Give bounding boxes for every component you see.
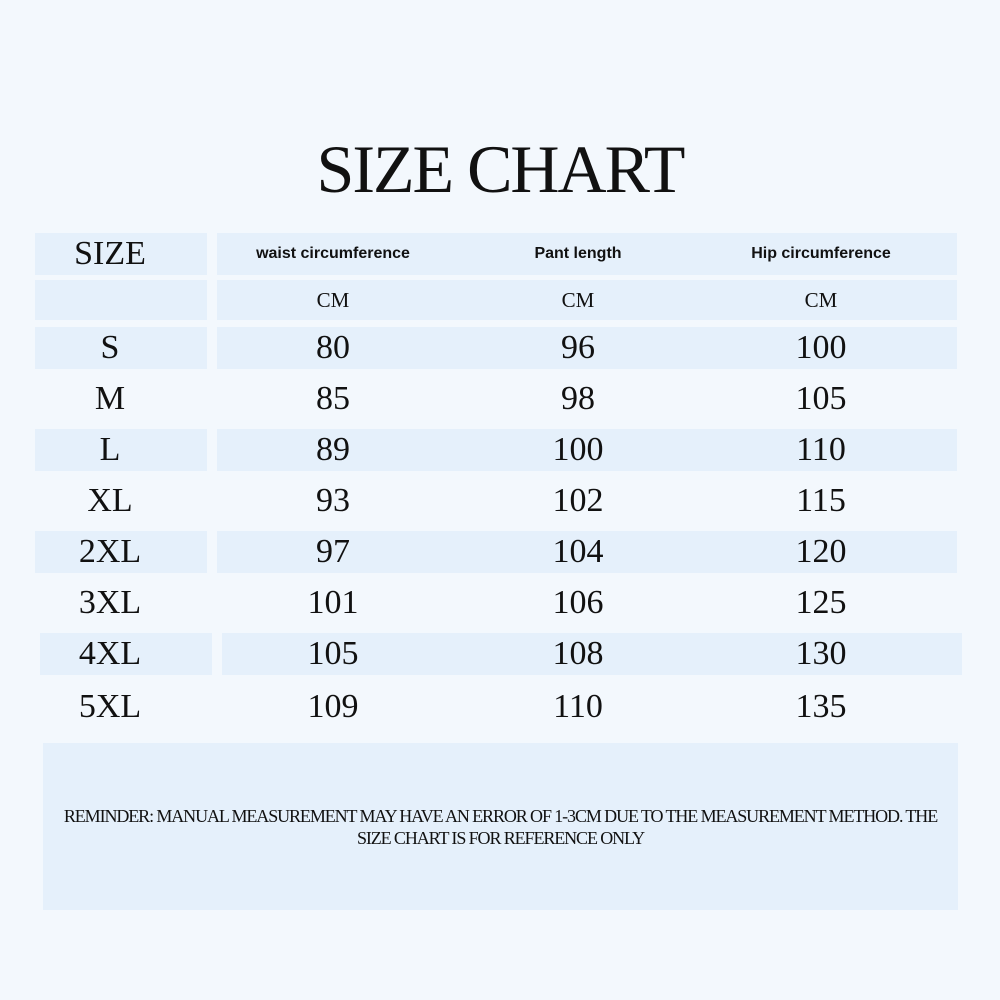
measurement: 125 <box>795 584 847 621</box>
measurement: 105 <box>795 380 847 417</box>
row-band <box>40 633 212 675</box>
measurement: 102 <box>552 482 604 519</box>
unit-cell: CM <box>561 287 595 312</box>
size-label: XL <box>87 482 133 519</box>
header-cell: Hip circumference <box>751 245 891 262</box>
measurement: 85 <box>316 380 350 417</box>
measurement: 105 <box>307 635 359 672</box>
title: SIZE CHART <box>316 131 686 207</box>
size-label: M <box>94 380 126 417</box>
header-cell: Pant length <box>534 245 622 262</box>
measurement: 120 <box>795 533 847 570</box>
measurement: 110 <box>796 431 846 468</box>
measurement: 106 <box>552 584 604 621</box>
row-band <box>217 429 957 471</box>
row-band <box>35 327 207 369</box>
measurement: 130 <box>795 635 847 672</box>
measurement: 101 <box>307 584 359 621</box>
measurement: 100 <box>795 329 847 366</box>
row-band <box>35 429 207 471</box>
measurement: 108 <box>552 635 604 672</box>
header-cell: waist circumference <box>256 245 410 262</box>
measurement: 100 <box>552 431 604 468</box>
unit-band <box>217 280 957 320</box>
unit-cell: CM <box>804 287 838 312</box>
measurement: 135 <box>795 688 847 725</box>
measurement: 110 <box>553 688 603 725</box>
unit-cell: CM <box>316 287 350 312</box>
measurement: 89 <box>316 431 350 468</box>
row-band <box>35 531 207 573</box>
unit-band <box>35 280 207 320</box>
measurement: 109 <box>307 688 359 725</box>
row-band <box>222 633 962 675</box>
measurement: 98 <box>561 380 595 417</box>
size-label: L <box>99 431 121 468</box>
header-cell: SIZE <box>74 235 146 272</box>
row-band <box>217 531 957 573</box>
size-label: 5XL <box>78 688 142 725</box>
reminder-text: REMINDER: MANUAL MEASUREMENT MAY HAVE AN… <box>63 805 938 848</box>
measurement: 96 <box>561 329 595 366</box>
header-band <box>217 233 957 275</box>
size-label: 4XL <box>78 635 142 672</box>
measurement: 80 <box>316 329 350 366</box>
measurement: 115 <box>796 482 846 519</box>
reminder-box: REMINDER: MANUAL MEASUREMENT MAY HAVE AN… <box>43 743 958 910</box>
size-label: 2XL <box>78 533 142 570</box>
header-band <box>35 233 207 275</box>
measurement: 97 <box>316 533 350 570</box>
measurement: 104 <box>552 533 604 570</box>
size-label: S <box>100 329 120 366</box>
size-label: 3XL <box>78 584 142 621</box>
measurement: 93 <box>316 482 350 519</box>
row-band <box>217 327 957 369</box>
